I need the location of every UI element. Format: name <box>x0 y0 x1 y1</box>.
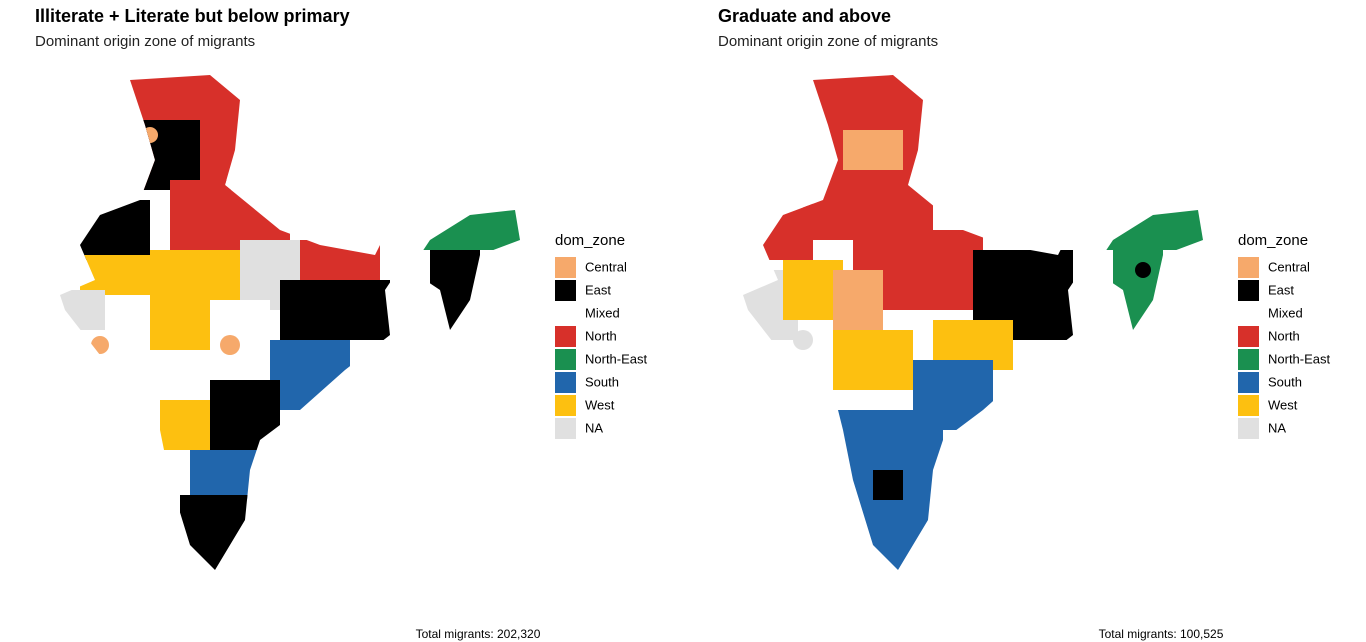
legend-label: West <box>585 397 615 412</box>
legend-swatch <box>1238 326 1259 347</box>
legend-label: Central <box>1268 259 1310 274</box>
legend-label: NA <box>585 420 603 435</box>
title: Illiterate + Literate but below primary <box>35 6 350 26</box>
map-right <box>743 75 1203 570</box>
legend-label: Central <box>585 259 627 274</box>
legend-swatch <box>555 349 576 370</box>
legend-swatch <box>1238 372 1259 393</box>
map-left <box>60 75 520 570</box>
legend-swatch <box>555 303 576 324</box>
legend-title: dom_zone <box>1238 232 1308 249</box>
legend-swatch <box>555 326 576 347</box>
title: Graduate and above <box>718 6 891 26</box>
caption: Total migrants: 100,525 <box>1099 627 1224 641</box>
legend-label: North <box>585 328 617 343</box>
legend-swatch <box>1238 418 1259 439</box>
labels: Illiterate + Literate but below primary D… <box>35 6 1331 641</box>
legend-title: dom_zone <box>555 232 625 249</box>
legend-label: South <box>1268 374 1302 389</box>
legend-swatch <box>1238 303 1259 324</box>
legend-label: East <box>1268 282 1294 297</box>
subtitle: Dominant origin zone of migrants <box>718 33 938 50</box>
legend-label: West <box>1268 397 1298 412</box>
legend-swatch <box>1238 349 1259 370</box>
legend-swatch <box>1238 395 1259 416</box>
caption: Total migrants: 202,320 <box>416 627 541 641</box>
legend-label: Mixed <box>585 305 620 320</box>
legend-label: East <box>585 282 611 297</box>
legend-label: North-East <box>1268 351 1331 366</box>
subtitle: Dominant origin zone of migrants <box>35 33 255 50</box>
legend-label: North <box>1268 328 1300 343</box>
legend-label: NA <box>1268 420 1286 435</box>
legend-swatch <box>555 257 576 278</box>
legend-label: North-East <box>585 351 648 366</box>
legend-swatch <box>555 418 576 439</box>
legend-swatch <box>555 372 576 393</box>
legend-swatch <box>555 395 576 416</box>
legend-swatch <box>1238 257 1259 278</box>
legend-swatch <box>555 280 576 301</box>
legend-label: Mixed <box>1268 305 1303 320</box>
legend-label: South <box>585 374 619 389</box>
legend-swatch <box>1238 280 1259 301</box>
